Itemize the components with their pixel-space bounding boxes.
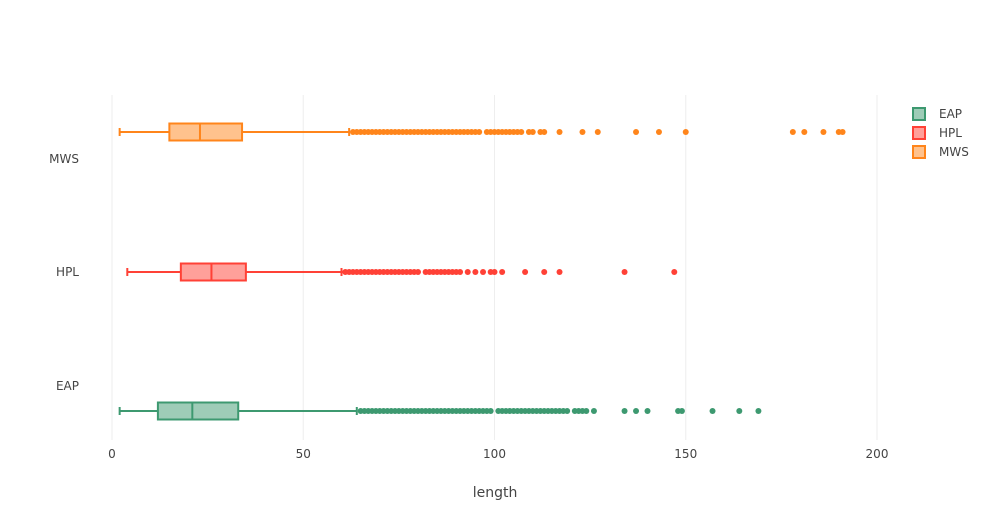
legend-label: EAP: [939, 107, 962, 121]
outlier-point: [755, 408, 762, 414]
outlier-point: [472, 269, 479, 275]
outlier-point: [499, 269, 506, 275]
outlier-point: [633, 408, 640, 414]
x-tick-label: 100: [483, 447, 506, 461]
outlier-point: [415, 269, 421, 275]
outlier-point: [518, 129, 525, 135]
x-axis-title: length: [473, 485, 518, 501]
outlier-point: [678, 408, 685, 414]
outlier-point: [671, 269, 678, 275]
outlier-point: [564, 408, 571, 414]
legend-item-hpl[interactable]: HPL: [912, 126, 962, 140]
y-category-label: EAP: [56, 379, 79, 393]
legend-swatch: [912, 107, 926, 121]
outlier-point: [820, 129, 827, 135]
legend-item-eap[interactable]: EAP: [912, 107, 962, 121]
outlier-point: [556, 269, 563, 275]
box-trace-mws[interactable]: [118, 122, 846, 142]
outlier-point: [487, 408, 494, 414]
outlier-point: [541, 129, 548, 135]
y-category-label: HPL: [56, 265, 79, 279]
legend-item-mws[interactable]: MWS: [912, 145, 969, 159]
outlier-point: [736, 408, 743, 414]
outlier-point: [556, 129, 563, 135]
iqr-box: [179, 262, 247, 282]
outlier-point: [476, 129, 483, 135]
outlier-point: [541, 269, 548, 275]
box-trace-eap[interactable]: [118, 401, 762, 421]
x-axis: 0 50 100 150 200: [108, 447, 888, 461]
outlier-point: [579, 129, 586, 135]
outlier-point: [839, 129, 846, 135]
box-traces: [118, 122, 846, 421]
outlier-point: [709, 408, 716, 414]
y-axis: EAP HPL MWS: [49, 152, 79, 393]
outlier-point: [801, 129, 808, 135]
x-tick-label: 150: [674, 447, 697, 461]
outlier-point: [480, 269, 487, 275]
outlier-point: [621, 408, 628, 414]
outlier-point: [594, 129, 601, 135]
outlier-point: [583, 408, 590, 414]
outlier-point: [522, 269, 529, 275]
outlier-point: [590, 408, 597, 414]
outlier-point: [644, 408, 651, 414]
outlier-point: [464, 269, 471, 275]
outlier-point: [633, 129, 640, 135]
iqr-box: [168, 122, 244, 142]
box-trace-hpl[interactable]: [126, 262, 678, 282]
outlier-point: [529, 129, 536, 135]
outlier-point: [655, 129, 662, 135]
outlier-point: [789, 129, 796, 135]
outlier-point: [457, 269, 464, 275]
y-category-label: MWS: [49, 152, 79, 166]
legend-label: HPL: [939, 126, 962, 140]
legend-label: MWS: [939, 145, 969, 159]
x-tick-label: 50: [296, 447, 311, 461]
legend-swatch: [912, 126, 926, 140]
x-tick-label: 0: [108, 447, 116, 461]
outlier-point: [491, 269, 498, 275]
outlier-point: [621, 269, 628, 275]
x-tick-label: 200: [866, 447, 889, 461]
outlier-point: [682, 129, 689, 135]
legend-swatch: [912, 145, 926, 159]
legend[interactable]: EAP HPL MWS: [912, 107, 969, 159]
gridlines: [111, 95, 878, 440]
iqr-box: [156, 401, 240, 421]
